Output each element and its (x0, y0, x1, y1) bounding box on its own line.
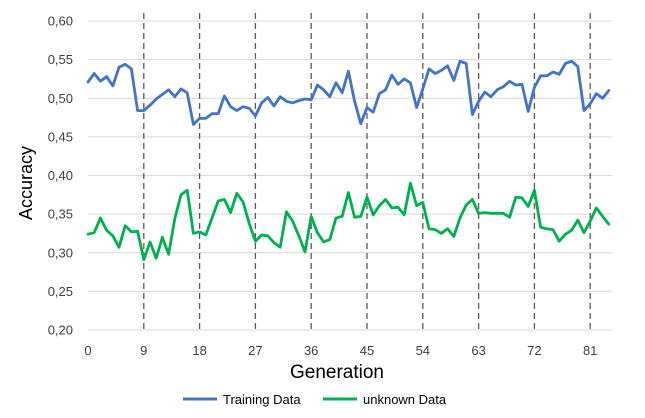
x-tick-label: 54 (416, 343, 430, 358)
y-tick-label: 0,25 (48, 284, 73, 299)
y-tick-label: 0,55 (48, 52, 73, 67)
series-lines (86, 59, 611, 262)
y-tick-label: 0,60 (48, 14, 73, 29)
x-tick-label: 63 (471, 343, 485, 358)
y-tick-labels: 0,20 0,25 0,30 0,35 0,40 0,45 0,50 0,55 0,60 (48, 14, 73, 338)
x-tick-label: 0 (84, 343, 91, 358)
x-tick-label: 27 (248, 343, 262, 358)
series-line-unknown-data (86, 181, 611, 262)
grid-lines (88, 20, 612, 331)
x-tick-label: 81 (583, 343, 597, 358)
x-axis-title: Generation (290, 362, 384, 383)
vertical-markers (143, 13, 591, 330)
legend-label: Training Data (223, 392, 301, 407)
y-tick-label: 0,20 (48, 323, 73, 338)
y-tick-label: 0,35 (48, 207, 73, 222)
x-tick-label: 36 (304, 343, 318, 358)
x-tick-label: 72 (527, 343, 541, 358)
y-tick-label: 0,40 (48, 168, 73, 183)
y-tick-label: 0,50 (48, 91, 73, 106)
y-tick-label: 0,30 (48, 245, 73, 260)
x-tick-label: 18 (192, 343, 206, 358)
x-tick-labels: 0 9 18 27 36 45 54 63 72 81 (84, 343, 597, 358)
y-axis-title: Accuracy (16, 146, 36, 220)
y-tick-label: 0,45 (48, 129, 73, 144)
series-line-training-data (86, 59, 611, 126)
x-tick-label: 9 (140, 343, 147, 358)
legend: Training Data unknown Data (183, 392, 447, 407)
x-tick-label: 45 (360, 343, 374, 358)
legend-label: unknown Data (363, 392, 447, 407)
